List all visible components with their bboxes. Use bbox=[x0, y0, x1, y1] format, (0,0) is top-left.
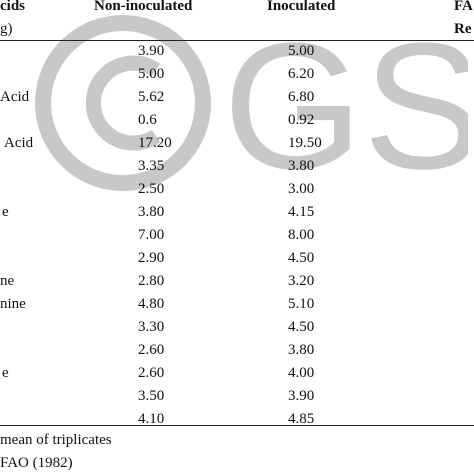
cell-non-inoculated: 2.90 bbox=[138, 250, 165, 266]
column-header-fao-line2: Re bbox=[454, 21, 472, 37]
cell-inoculated: 6.80 bbox=[288, 89, 315, 105]
cell-non-inoculated: 0.6 bbox=[138, 112, 157, 128]
column-header-amino-acids-line1: cids bbox=[0, 0, 26, 14]
column-header-amino-acids-line2: g) bbox=[0, 21, 13, 37]
cell-inoculated: 4.85 bbox=[288, 411, 315, 427]
cell-non-inoculated: 3.30 bbox=[138, 319, 165, 335]
cell-inoculated: 4.15 bbox=[288, 204, 315, 220]
column-header-inoculated: Inoculated bbox=[267, 0, 336, 14]
cell-inoculated: 4.00 bbox=[288, 365, 315, 381]
row-label: e bbox=[2, 204, 9, 220]
column-header-fao-line1: FA bbox=[454, 0, 473, 14]
cell-non-inoculated: 4.10 bbox=[138, 411, 165, 427]
cell-non-inoculated: 2.80 bbox=[138, 273, 165, 289]
cell-non-inoculated: 2.60 bbox=[138, 365, 165, 381]
cell-non-inoculated: 3.80 bbox=[138, 204, 165, 220]
cell-inoculated: 3.20 bbox=[288, 273, 315, 289]
cell-non-inoculated: 7.00 bbox=[138, 227, 165, 243]
header-rule bbox=[0, 40, 474, 41]
row-label: e bbox=[2, 365, 9, 381]
cell-inoculated: 3.00 bbox=[288, 181, 315, 197]
cell-inoculated: 5.10 bbox=[288, 296, 315, 312]
cell-non-inoculated: 5.00 bbox=[138, 66, 165, 82]
row-label: nine bbox=[0, 296, 26, 312]
cell-non-inoculated: 3.35 bbox=[138, 158, 165, 174]
svg-text:GSJ: GSJ bbox=[223, 8, 468, 198]
cell-inoculated: 4.50 bbox=[288, 319, 315, 335]
cell-non-inoculated: 2.60 bbox=[138, 342, 165, 358]
cell-non-inoculated: 2.50 bbox=[138, 181, 165, 197]
cell-inoculated: 5.00 bbox=[288, 43, 315, 59]
row-label: Acid bbox=[0, 89, 30, 105]
cell-inoculated: 19.50 bbox=[288, 135, 322, 151]
cell-non-inoculated: 17.20 bbox=[138, 135, 172, 151]
cell-non-inoculated: 5.62 bbox=[138, 89, 165, 105]
cell-inoculated: 4.50 bbox=[288, 250, 315, 266]
row-label: ne bbox=[0, 273, 15, 289]
cell-inoculated: 8.00 bbox=[288, 227, 315, 243]
cell-non-inoculated: 3.50 bbox=[138, 388, 165, 404]
cell-inoculated: 0.92 bbox=[288, 112, 315, 128]
column-header-non-inoculated: Non-inoculated bbox=[94, 0, 193, 14]
cell-inoculated: 6.20 bbox=[288, 66, 315, 82]
cell-non-inoculated: 4.80 bbox=[138, 296, 165, 312]
cell-non-inoculated: 3.90 bbox=[138, 43, 165, 59]
cell-inoculated: 3.80 bbox=[288, 342, 315, 358]
footnote-fao-reference: FAO (1982) bbox=[0, 455, 73, 471]
footnote-triplicates: mean of triplicates bbox=[0, 432, 112, 448]
cell-inoculated: 3.90 bbox=[288, 388, 315, 404]
row-label: Acid bbox=[4, 135, 34, 151]
watermark-logo: GSJ bbox=[35, 8, 468, 198]
footer-rule bbox=[0, 425, 474, 426]
cell-inoculated: 3.80 bbox=[288, 158, 315, 174]
